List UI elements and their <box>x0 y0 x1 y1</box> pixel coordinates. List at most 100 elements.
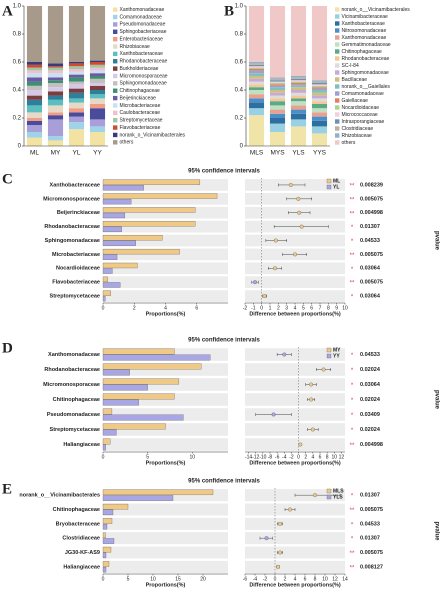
bar-segment <box>68 102 85 109</box>
difference-point <box>264 536 269 541</box>
x-tick-label: 10 <box>190 454 196 460</box>
y-tick-label: 1.0 <box>235 4 244 10</box>
legend-swatch <box>335 91 340 96</box>
significance: ** <box>350 551 355 557</box>
legend-label: Streptomycetaceae <box>120 118 163 124</box>
legend-swatch <box>113 132 118 138</box>
legend-label: Xanthomonadaceae <box>342 35 387 41</box>
bar-segment <box>269 109 286 114</box>
bar-segment <box>248 81 265 85</box>
y-tick-label: 0.4 <box>235 88 244 94</box>
difference-point <box>299 224 304 229</box>
bar <box>102 248 180 255</box>
y-tick-label: 0 <box>18 144 22 150</box>
legend-label: Micrococcaceae <box>342 112 378 118</box>
x-tick-label: 4 <box>311 454 314 460</box>
p-value: 0.03064 <box>360 382 381 388</box>
bar-segment <box>68 116 85 123</box>
bar-segment <box>311 108 328 113</box>
row-band <box>245 408 345 421</box>
row-band <box>245 393 345 406</box>
x-tick-label: 0 <box>260 305 263 311</box>
p-value: 0.005075 <box>360 196 383 202</box>
bar-segment <box>311 101 328 104</box>
bar-segment <box>26 120 43 125</box>
bar <box>102 509 114 516</box>
bar-segment <box>290 92 307 96</box>
x-tick-label: -2 <box>243 305 248 311</box>
bar-segment <box>269 84 286 86</box>
p-value: 0.008127 <box>360 564 383 570</box>
chart-title: 95% confidence intervals <box>188 169 260 175</box>
bar-segment <box>26 132 43 138</box>
bar-segment <box>26 6 43 62</box>
legend-label: Gaiellaceae <box>342 98 369 104</box>
x-tick-label: -8 <box>268 454 273 460</box>
x-tick-label: 1 <box>269 305 272 311</box>
y-tick-label: 0.6 <box>235 60 244 66</box>
bar-segment <box>290 84 307 86</box>
bar-segment <box>290 101 307 106</box>
x-tick-label: 12 <box>339 454 345 460</box>
bar-segment <box>89 78 106 83</box>
bar-segment <box>89 90 106 95</box>
legend-label: YY <box>333 353 340 359</box>
difference-point <box>276 564 280 569</box>
x-tick-label: 0 <box>297 454 300 460</box>
y-tick-label: 0.4 <box>13 88 22 94</box>
x-tick-label: -2 <box>289 454 294 460</box>
bar <box>102 207 196 213</box>
legend-swatch <box>335 133 340 138</box>
significance: * <box>351 398 354 404</box>
significance: * <box>351 368 354 374</box>
legend-swatch <box>113 110 118 116</box>
p-value: 0.03064 <box>360 266 381 272</box>
bar-segment <box>47 83 64 88</box>
legend-label: Caulobacteraceae <box>120 110 161 116</box>
bar-segment <box>47 73 64 78</box>
row-band <box>245 532 345 545</box>
difference-point <box>273 238 278 243</box>
x-tick-label: 6 <box>310 305 313 311</box>
bar-segment <box>248 84 265 88</box>
legend-label: others <box>120 140 134 146</box>
bar-segment <box>47 95 64 100</box>
row-band <box>245 348 345 361</box>
bar-segment <box>311 88 328 90</box>
legend-label: Sphingomonadaceae <box>342 70 389 76</box>
bar <box>102 561 110 567</box>
row-band <box>103 220 228 233</box>
legend-label: SC-I-84 <box>342 63 359 69</box>
legend-swatch <box>113 95 118 101</box>
bar-segment <box>290 109 307 114</box>
difference-point <box>310 427 315 432</box>
bar <box>102 235 163 241</box>
x-tick-label: 2 <box>284 576 287 582</box>
x-tick-label: 20 <box>200 576 206 582</box>
bar-segment <box>26 112 43 118</box>
bar-segment <box>89 76 106 79</box>
bar-segment <box>89 132 106 146</box>
legend-label: Nocardioidaceae <box>342 105 380 111</box>
legend-swatch <box>335 14 340 19</box>
bar <box>102 193 218 199</box>
category-label: Haliangiaceae <box>63 564 100 570</box>
significance: ** <box>350 253 355 259</box>
difference-point <box>288 182 293 187</box>
bar-segment <box>248 76 265 79</box>
legend-label: Burkholderiaceae <box>120 66 159 72</box>
x-tick-label: -12 <box>252 454 259 460</box>
x-tick-label: 4 <box>294 305 297 311</box>
bar <box>102 495 174 501</box>
bar <box>102 393 175 400</box>
bar-segment <box>290 105 307 110</box>
x-tick-label: YLS <box>292 150 305 157</box>
x-axis-label: Proportions(%) <box>146 460 186 466</box>
bar-segment <box>269 77 286 79</box>
bar <box>102 546 112 553</box>
bar-segment <box>26 137 43 146</box>
bar <box>102 254 118 260</box>
difference-point <box>278 521 282 526</box>
p-value: 0.005075 <box>360 280 383 286</box>
row-band <box>245 290 345 302</box>
